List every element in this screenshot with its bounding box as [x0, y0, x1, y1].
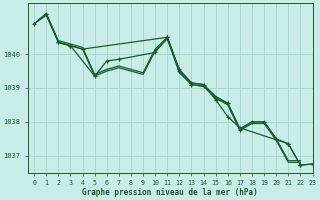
- X-axis label: Graphe pression niveau de la mer (hPa): Graphe pression niveau de la mer (hPa): [83, 188, 258, 197]
